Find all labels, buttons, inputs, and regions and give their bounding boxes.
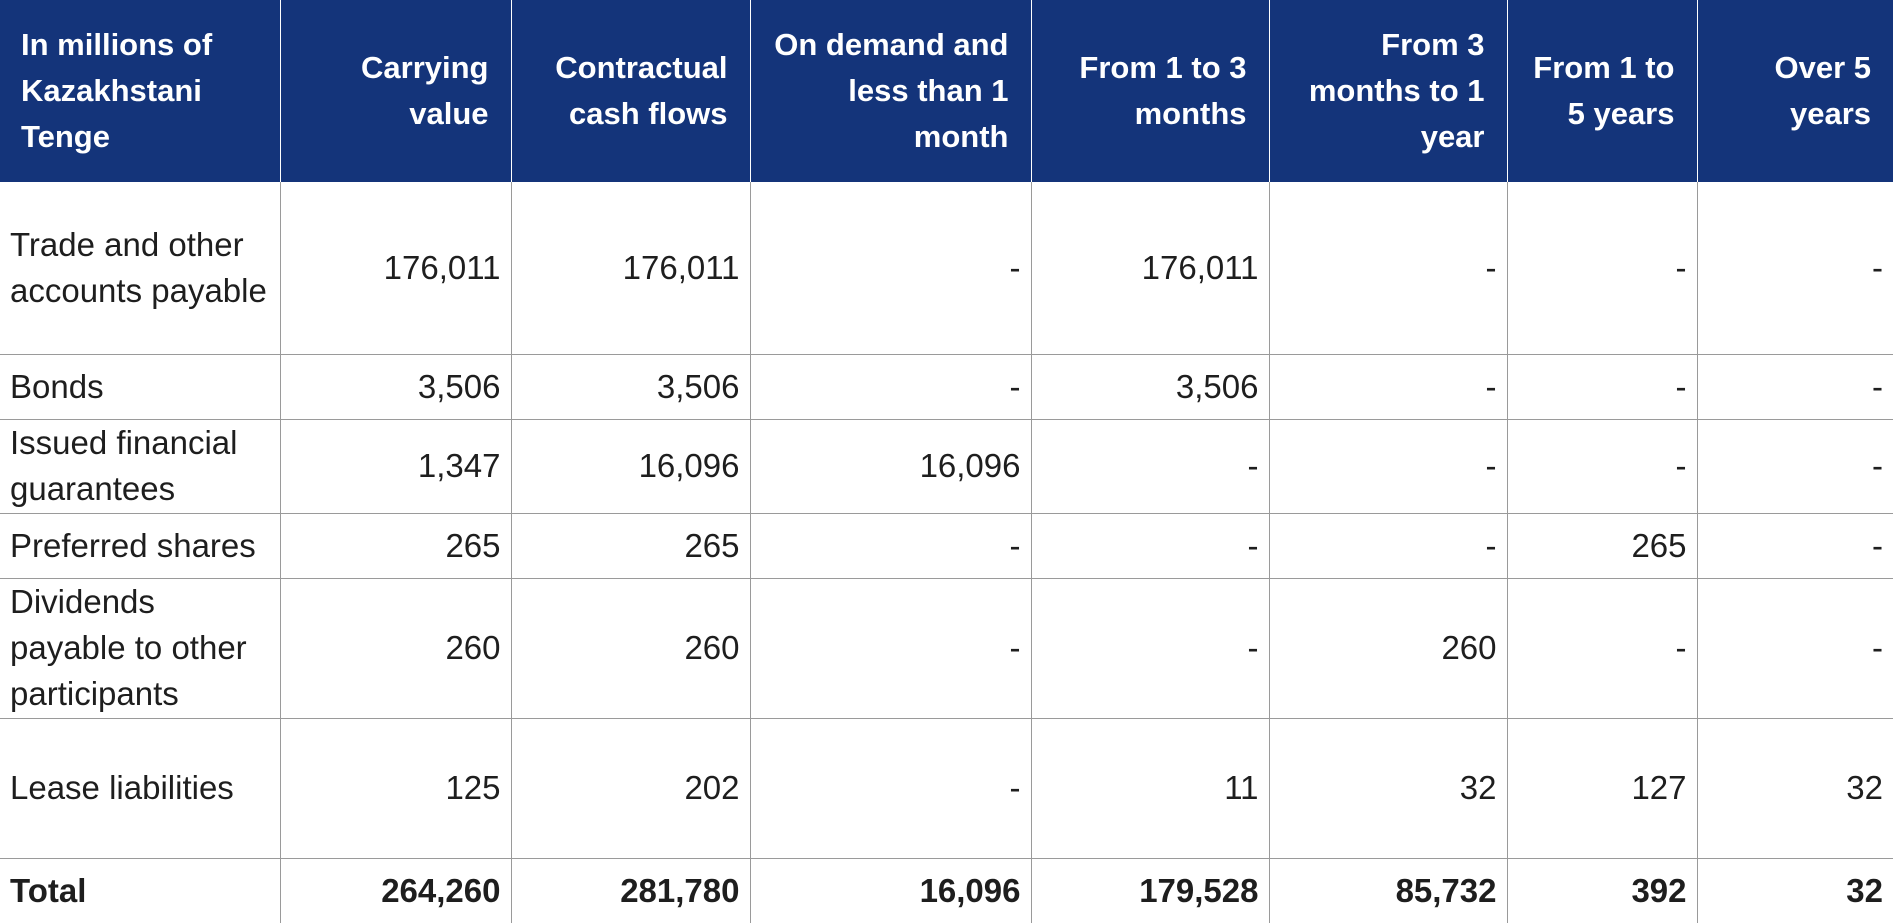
table-row: Dividends payable to other participants … — [0, 578, 1893, 719]
table-row: Issued financial guarantees 1,347 16,096… — [0, 419, 1893, 514]
cell: 1,347 — [280, 419, 512, 514]
cell: 202 — [511, 718, 751, 859]
cell: - — [1697, 354, 1893, 420]
cell: 3,506 — [511, 354, 751, 420]
table-row: Lease liabilities 125 202 - 11 32 127 32 — [0, 718, 1893, 859]
cell: 265 — [1507, 513, 1698, 579]
header-over-5-years: Over 5 years — [1697, 0, 1893, 182]
total-label: Total — [0, 858, 281, 923]
cell: 3,506 — [280, 354, 512, 420]
cell: - — [1507, 354, 1698, 420]
cell: - — [1269, 513, 1508, 579]
total-cell: 392 — [1507, 858, 1698, 923]
cell: 260 — [280, 578, 512, 719]
cell: - — [1697, 578, 1893, 719]
cell: - — [750, 718, 1032, 859]
cell: 260 — [1269, 578, 1508, 719]
total-cell: 179,528 — [1031, 858, 1270, 923]
header-carrying-value: Carrying value — [280, 0, 512, 182]
cell: 11 — [1031, 718, 1270, 859]
total-cell: 85,732 — [1269, 858, 1508, 923]
cell: 260 — [511, 578, 751, 719]
row-label: Bonds — [0, 354, 281, 420]
table-row: Bonds 3,506 3,506 - 3,506 - - - — [0, 354, 1893, 420]
header-1-to-3-months: From 1 to 3 months — [1031, 0, 1270, 182]
cell: 176,011 — [1031, 182, 1270, 355]
row-label: Dividends payable to other participants — [0, 578, 281, 719]
cell: - — [750, 354, 1032, 420]
header-contractual-cash-flows: Contractual cash flows — [511, 0, 751, 182]
table-row: Preferred shares 265 265 - - - 265 - — [0, 513, 1893, 579]
cell: 32 — [1697, 718, 1893, 859]
cell: 16,096 — [750, 419, 1032, 514]
cell: - — [1269, 354, 1508, 420]
cell: 16,096 — [511, 419, 751, 514]
cell: - — [1697, 419, 1893, 514]
header-label-column: In millions of Kazakhstani Tenge — [0, 0, 281, 182]
cell: - — [750, 182, 1032, 355]
cell: - — [1269, 419, 1508, 514]
cell: - — [1697, 182, 1893, 355]
row-label: Issued financial guarantees — [0, 419, 281, 514]
cell: 125 — [280, 718, 512, 859]
cell: 127 — [1507, 718, 1698, 859]
cell: - — [1031, 513, 1270, 579]
total-cell: 264,260 — [280, 858, 512, 923]
cell: - — [750, 578, 1032, 719]
row-label: Lease liabilities — [0, 718, 281, 859]
cell: 32 — [1269, 718, 1508, 859]
total-cell: 281,780 — [511, 858, 751, 923]
cell: 176,011 — [511, 182, 751, 355]
cell: 176,011 — [280, 182, 512, 355]
table-row: Trade and other accounts payable 176,011… — [0, 182, 1893, 355]
cell: - — [1269, 182, 1508, 355]
cell: 3,506 — [1031, 354, 1270, 420]
header-3-months-to-1-year: From 3 months to 1 year — [1269, 0, 1508, 182]
cell: - — [1507, 419, 1698, 514]
cell: - — [1507, 182, 1698, 355]
header-on-demand: On demand and less than 1 month — [750, 0, 1032, 182]
cell: 265 — [280, 513, 512, 579]
row-label: Preferred shares — [0, 513, 281, 579]
total-cell: 32 — [1846, 871, 1883, 909]
total-row: Total 264,260 281,780 16,096 179,528 85,… — [0, 858, 1893, 923]
cell: 265 — [511, 513, 751, 579]
cell: - — [1031, 578, 1270, 719]
cell: - — [1031, 419, 1270, 514]
cell: - — [1507, 578, 1698, 719]
row-label: Trade and other accounts payable — [0, 182, 281, 355]
cell: - — [1697, 513, 1893, 579]
header-row: In millions of Kazakhstani Tenge Carryin… — [0, 0, 1893, 182]
total-cell: 16,096 — [750, 858, 1032, 923]
header-1-to-5-years: From 1 to 5 years — [1507, 0, 1698, 182]
cell: - — [750, 513, 1032, 579]
